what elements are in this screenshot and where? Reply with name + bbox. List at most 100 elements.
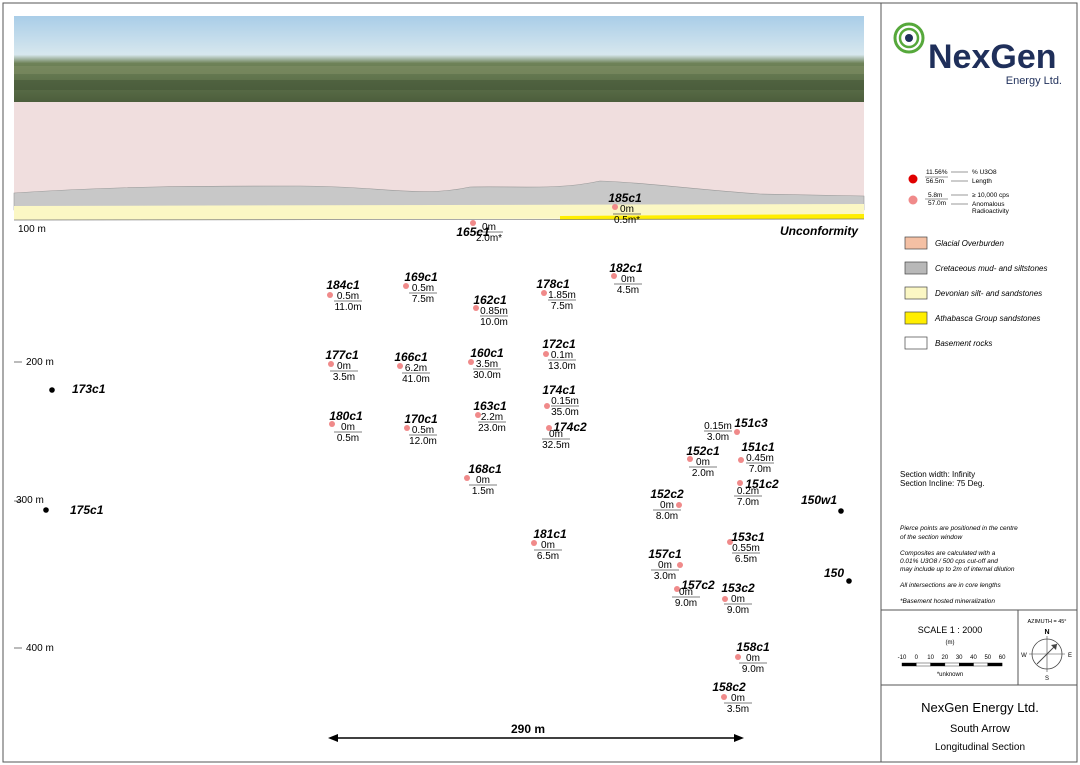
title-section: Longitudinal Section <box>935 742 1025 753</box>
svg-text:Composites are calculated with: Composites are calculated with a <box>900 550 996 557</box>
hole-name: 157c2 <box>681 578 715 592</box>
scale-label: SCALE 1 : 2000 <box>918 625 983 635</box>
length-value: 11.0m <box>334 302 361 313</box>
grade-value: 0m <box>621 274 635 285</box>
pierce-point <box>327 292 333 298</box>
length-value: 9.0m <box>675 598 697 609</box>
legend-swatch <box>904 236 928 250</box>
hole-name: 169c1 <box>404 270 438 284</box>
grade-value: 0m <box>549 429 563 440</box>
grade-value: 0m <box>620 204 634 215</box>
lithology-legend: Glacial Overburden Cretaceous mud- and si… <box>904 236 1048 350</box>
scale-segment <box>973 662 989 667</box>
scale-tick-label: 10 <box>927 655 934 661</box>
grade-value: 0m <box>341 422 355 433</box>
drill-hole-150w1: 150w1 <box>801 493 844 514</box>
svg-text:% U3O8: % U3O8 <box>972 169 997 176</box>
hole-name: 174c2 <box>553 420 587 434</box>
svg-text:57.0m: 57.0m <box>928 200 946 207</box>
scale-segment <box>987 662 1003 667</box>
length-value: 2.0m* <box>476 233 502 244</box>
length-value: 23.0m <box>478 423 506 434</box>
hole-name: 166c1 <box>394 350 428 364</box>
unconformity-label: Unconformity <box>780 224 859 238</box>
section-width: Section width: Infinity <box>900 470 975 479</box>
title-company: NexGen Energy Ltd. <box>921 700 1039 715</box>
hole-name: 152c1 <box>686 444 720 458</box>
pierce-point <box>541 290 547 296</box>
pierce-point <box>735 654 741 660</box>
grade-value: 0m <box>476 475 490 486</box>
notes: Pierce points are positioned in the cent… <box>899 525 1018 605</box>
length-value: 9.0m <box>727 605 749 616</box>
length-value: 10.0m <box>480 317 508 328</box>
pierce-point <box>721 694 727 700</box>
pierce-point <box>475 412 481 418</box>
hole-name: 181c1 <box>533 527 567 541</box>
scale-tick-label: 50 <box>984 655 991 661</box>
pierce-point <box>531 540 537 546</box>
svg-text:W: W <box>1021 653 1027 659</box>
length-value: 6.5m <box>735 554 757 565</box>
hole-name: 178c1 <box>536 277 570 291</box>
hole-name: 160c1 <box>470 346 504 360</box>
grade-value: 0m <box>679 587 693 598</box>
pierce-point <box>727 539 733 545</box>
svg-text:5.8m: 5.8m <box>928 192 942 199</box>
hole-name: 151c1 <box>741 440 775 454</box>
grade-value: 0m <box>337 361 351 372</box>
length-value: 32.5m <box>542 440 570 451</box>
depth-label-300: 300 m <box>16 495 44 506</box>
pierce-point <box>611 273 617 279</box>
drill-holes: 185c10m0.5m*165c10m2.0m*184c10.5m11.0m16… <box>43 191 852 715</box>
legend-swatch <box>904 336 928 350</box>
hole-name: 165c1 <box>456 225 490 239</box>
svg-text:of the section window: of the section window <box>900 534 963 541</box>
grade-value: 2.2m <box>481 412 503 423</box>
pierce-point <box>734 429 740 435</box>
legend-label: Glacial Overburden <box>935 239 1004 248</box>
scale-tick-label: -10 <box>898 655 907 661</box>
compass-icon: AZIMUTH = 45° N S E W <box>1021 619 1072 682</box>
pierce-point <box>846 578 852 584</box>
pierce-point <box>738 457 744 463</box>
legend-swatch <box>904 311 928 325</box>
legend-swatch <box>904 261 928 275</box>
hole-name: 174c1 <box>542 383 576 397</box>
scale-segment <box>916 662 931 667</box>
scale-tick-label: 0 <box>915 655 919 661</box>
title-project: South Arrow <box>950 723 1010 735</box>
pierce-point <box>43 507 49 513</box>
length-value: 0.5m <box>337 433 359 444</box>
pierce-point <box>546 425 552 431</box>
legend-swatch <box>904 286 928 300</box>
hole-name: 168c1 <box>468 462 502 476</box>
hole-name: 158c1 <box>736 640 770 654</box>
hole-name: 182c1 <box>609 261 643 275</box>
hole-name: 170c1 <box>404 412 438 426</box>
grade-value: 0.55m <box>732 543 760 554</box>
length-value: 6.5m <box>537 551 559 562</box>
svg-text:All intersections are in core: All intersections are in core lengths <box>899 582 1002 589</box>
scale-segment <box>944 662 960 667</box>
pierce-point <box>397 363 403 369</box>
grade-value: 6.2m <box>405 363 427 374</box>
distance-label: 290 m <box>511 722 545 736</box>
legend-label: Cretaceous mud- and siltstones <box>935 264 1048 273</box>
length-value: 13.0m <box>548 361 576 372</box>
pierce-point <box>404 425 410 431</box>
